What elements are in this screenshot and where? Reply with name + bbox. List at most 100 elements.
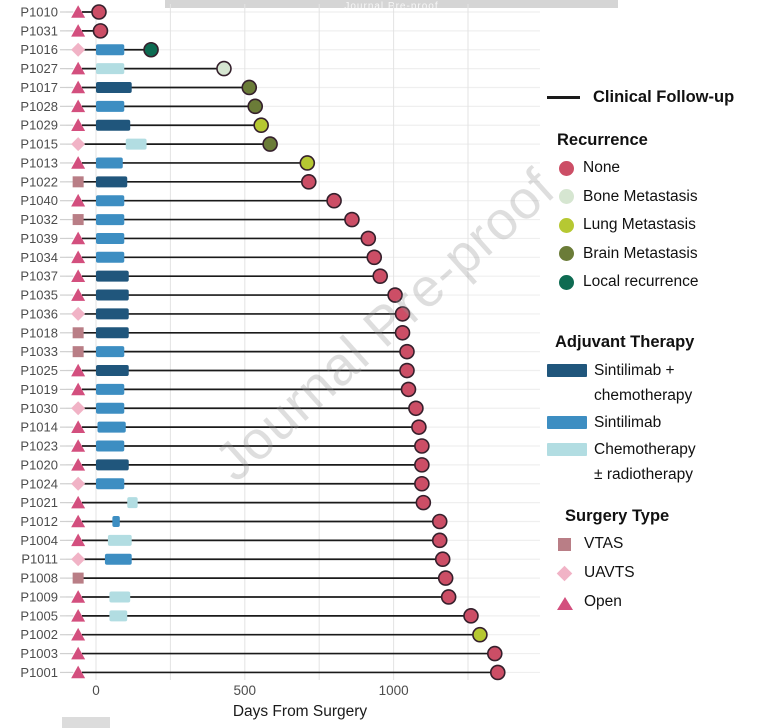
surgery-marker-open-triangle [71,590,86,603]
legend-label: Open [584,593,622,610]
patient-label: P1027 [20,61,58,76]
therapy-bar-sint [97,421,126,433]
patient-label: P1002 [20,627,58,642]
followup-line-swatch [547,95,580,99]
recurrence-dot-none [92,23,109,39]
legend-surgery-Open: Open [557,588,781,617]
patient-label: P1025 [20,363,58,378]
therapy-bar-chemo [109,591,131,603]
surgery-marker-open-triangle [71,61,86,75]
surgery-marker-open-triangle [71,363,86,377]
swimmer-plot-canvas: P1010 P1031 P1016 P1027 P1017 P1028 P1029 P1015… [20,4,540,720]
surgery-marker-vtas-square [72,176,84,188]
recurrence-dot-none [399,343,415,360]
surgery-marker-open-triangle [71,646,86,660]
therapy-legend-title: Adjuvant Therapy [555,332,695,351]
local-dot-icon [559,274,574,290]
surgery-marker-uavts-diamond [71,476,86,491]
recurrence-dot-none [372,268,389,284]
patient-label: P1013 [20,155,58,170]
legend-label: Lung Metastasis [583,216,696,234]
therapy-bar-sint [96,195,125,207]
surgery-marker-open-triangle [71,514,86,528]
patient-row-P1028: P1028 [20,98,264,115]
legend-label: None [583,159,621,177]
legend-label: UAVTS [584,564,635,581]
recurrence-dot-none [300,174,317,190]
legend-surgery-VTAS: VTAS [557,530,781,559]
recurrence-dot-none [463,608,479,624]
chemo-bar-swatch [547,442,587,456]
recurrence-dot-none [400,381,417,398]
patient-row-P1011: P1011 [21,551,451,568]
legend-label: VTAS [584,535,624,552]
recurrence-dot-none [434,551,451,568]
surgery-marker-open-triangle [71,269,86,282]
surgery-marker-open-triangle [71,24,86,37]
x-tick-label: 500 [234,683,257,698]
patient-row-P1016: P1016 [20,41,159,58]
surgery-marker-open-triangle [71,627,86,641]
patient-row-P1024: P1024 [20,475,430,492]
therapy-bar-sint_chemo [96,365,129,377]
therapy-bar-sint [96,44,125,56]
recurrence-dot-none [326,192,342,209]
recurrence-dot-none [440,589,457,605]
patient-row-P1015: P1015 [20,136,278,152]
surgery-marker-open-triangle [71,288,86,301]
legend-recurrence-none: None [559,154,781,183]
therapy-bar-sint [96,251,125,263]
patient-row-P1010: P1010 [20,4,107,20]
therapy-bar-chemo [107,534,132,546]
legend-label: Sintilimab [594,413,662,431]
surgery-marker-open-triangle [71,533,86,547]
recurrence-dot-none [437,570,454,586]
surgery-marker-open-triangle [71,439,86,452]
surgery-marker-open-triangle [71,231,86,245]
patient-row-P1019: P1019 [20,381,417,398]
patient-row-P1033: P1033 [20,343,415,360]
legend-surgery-UAVTS: UAVTS [556,559,781,588]
legend-label: Brain Metastasis [583,244,698,262]
patient-row-P1039: P1039 [20,230,377,247]
surgery-marker-uavts-diamond [71,42,86,57]
therapy-bar-sint_chemo [96,81,132,93]
surgery-marker-open-triangle [71,118,86,132]
legend-recurrence-bone: Bone Metastasis [559,183,781,212]
recurrence-legend-title: Recurrence [557,131,648,149]
patient-label: P1017 [20,80,58,95]
patient-label: P1028 [20,99,58,114]
bone-dot-icon [559,189,574,205]
surgery-marker-open-triangle [71,382,86,396]
x-axis-title: Days From Surgery [233,703,368,720]
patient-label: P1023 [20,439,58,454]
legend-therapy-sint: Sintilimab [547,410,781,435]
recurrence-dot-none [344,211,360,228]
patient-row-P1014: P1014 [20,419,427,435]
journal-preproof-banner-top: Journal Pre-proof [165,0,618,8]
recurrence-dot-brain [247,98,264,115]
legend-recurrence-local: Local recurrence [559,268,781,297]
patient-row-P1021: P1021 [20,494,432,511]
surgery-marker-open-triangle [71,156,86,169]
legend-label: Local recurrence [583,273,699,291]
patient-label: P1033 [20,344,58,359]
patient-row-P1037: P1037 [20,268,389,284]
followup-label: Clinical Follow-up [593,87,735,106]
patient-row-P1013: P1013 [20,155,316,171]
surgery-marker-vtas-square [72,327,84,339]
recurrence-legend-items: None Bone Metastasis Lung Metastasis Brain … [545,154,781,297]
recurrence-dot-none [408,400,424,417]
surgery-legend-items: VTAS UAVTS Open [545,530,781,617]
journal-preproof-banner-bottom-fragment [62,717,110,728]
therapy-bar-sint [112,515,120,527]
therapy-bar-sint [96,214,125,226]
surgery-marker-open-triangle [71,193,86,207]
lung-dot-icon [559,217,574,233]
surgery-marker-uavts-diamond [71,306,86,321]
patient-label: P1005 [20,608,58,623]
recurrence-dot-none [387,287,403,303]
surgery-marker-vtas-square [72,214,84,226]
patient-row-P1035: P1035 [20,287,403,303]
therapy-bar-sint_chemo [96,308,129,320]
